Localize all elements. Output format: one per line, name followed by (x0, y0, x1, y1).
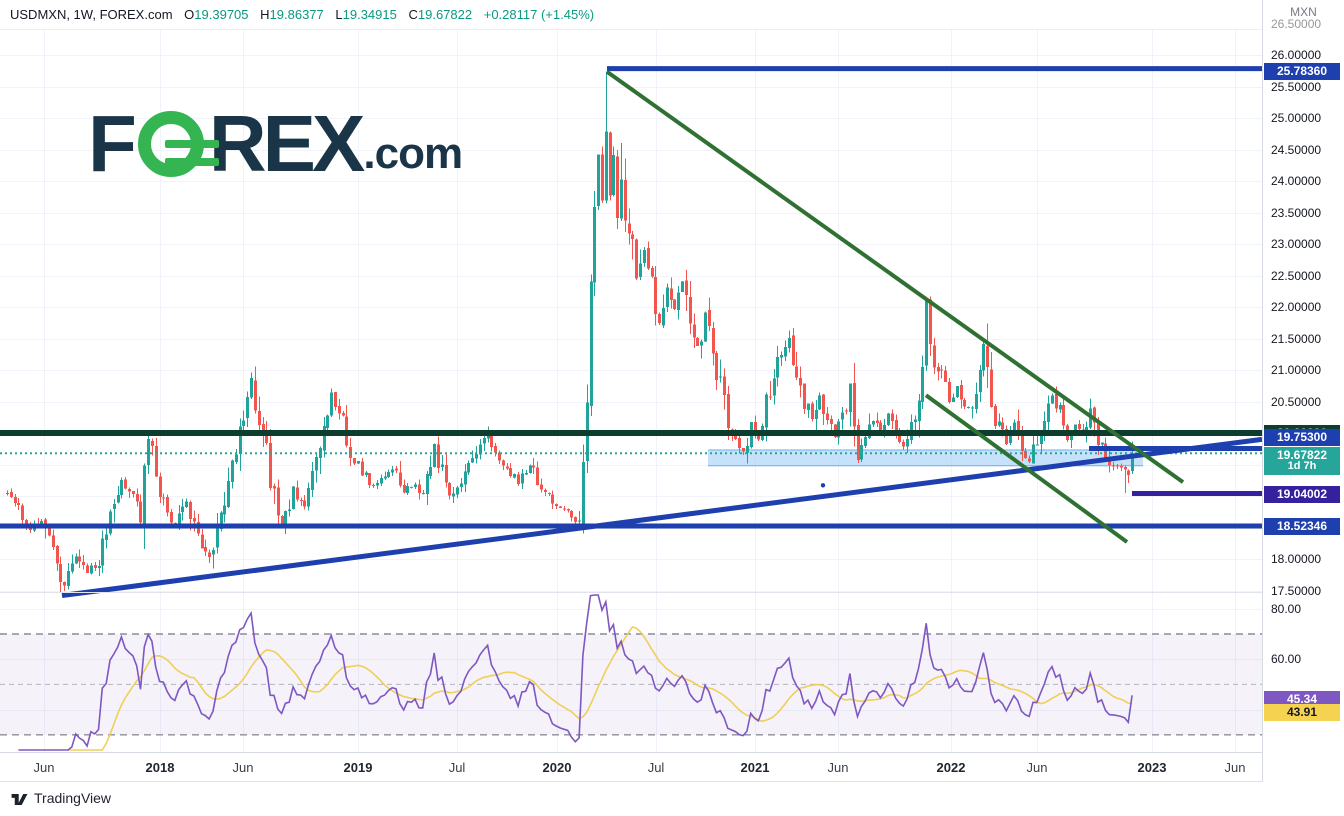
price-tick-label: 18.00000 (1271, 552, 1322, 566)
time-axis-label: 2023 (1137, 760, 1167, 775)
ohlc-close-value: 19.67822 (417, 7, 473, 22)
time-axis-label: Jun (33, 760, 55, 775)
time-axis-label: 2020 (542, 760, 572, 775)
time-axis-label: Jun (827, 760, 849, 775)
price-tick-label: 80.00 (1271, 601, 1302, 616)
price-tick-label: 21.50000 (1271, 331, 1322, 346)
price-level-label: 45.34 (1264, 690, 1340, 708)
tradingview-logo-icon[interactable] (10, 790, 29, 814)
forex-logo-rex: REX (208, 99, 365, 188)
rsi-ma-line (68, 625, 1133, 751)
price-tick-label: 26.50000 (1271, 16, 1322, 31)
time-axis-label: 2019 (343, 760, 373, 775)
time-axis[interactable]: Jun 2018 Jun 2019 Jul 2020 Jul 2021 Jun 2022 Jun 20… (0, 752, 1262, 782)
price-tick-label: 20.50000 (1271, 394, 1322, 409)
time-axis-label: Jun (1224, 760, 1246, 775)
tradingview-label[interactable]: TradingView (34, 790, 112, 806)
rsi-line (18, 594, 1133, 751)
ohlc-low-label: L (335, 7, 343, 22)
price-tick-label: 25.00000 (1271, 111, 1322, 125)
rsi-band-layer (0, 633, 1262, 736)
supply-zone-rectangle[interactable] (708, 449, 1143, 467)
time-axis-label: Jun (1026, 760, 1048, 775)
price-level-label: 18.52346 (1264, 517, 1340, 535)
price-tick-label: 23.50000 (1271, 205, 1322, 220)
price-tick-label: 24.50000 (1271, 142, 1322, 157)
forex-logo-bar (164, 158, 219, 166)
ohlc-close-label: C (408, 7, 418, 22)
price-level-label: 25.78360 (1264, 62, 1340, 80)
change-value: +0.28117 (+1.45%) (483, 7, 595, 22)
time-axis-label: 2022 (936, 760, 966, 775)
chart-canvas[interactable]: F REX .com (0, 0, 1262, 752)
ohlc-low-value: 19.34915 (342, 7, 397, 22)
time-axis-label: 2021 (740, 760, 770, 775)
rsi-layer (18, 594, 1133, 751)
price-tick-label: 22.00000 (1271, 300, 1322, 314)
price-axis[interactable]: MXN 26.50000 26.00000 25.50000 25.00000 24.5… (1262, 0, 1344, 782)
ohlc-high-label: H (260, 7, 270, 22)
time-axis-label: Jul (647, 760, 665, 775)
price-tick-label: 25.50000 (1271, 79, 1322, 94)
footer: TradingView (0, 782, 1344, 816)
time-axis-label: Jul (448, 760, 466, 775)
price-tick-label: 21.00000 (1271, 363, 1322, 377)
drawing-anchor-dot (820, 483, 826, 488)
symbol-title[interactable]: USDMXN, 1W, FOREX.com (10, 7, 173, 22)
price-level-label: 19.04002 (1264, 485, 1340, 503)
price-tick-label: 26.00000 (1271, 48, 1322, 62)
ohlc-high-value: 19.86377 (269, 7, 324, 22)
forex-logo-com: .com (363, 129, 463, 178)
price-tick-label: 23.00000 (1271, 237, 1322, 251)
chart-legend: USDMXN, 1W, FOREX.com O19.39705 H19.8637… (0, 0, 1262, 30)
price-level-label: 43.91 (1264, 703, 1340, 721)
time-axis-label: Jun (232, 760, 254, 775)
ohlc-open-label: O (184, 7, 195, 22)
forex-logo-f: F (88, 99, 137, 188)
price-level-label: 19.67822 1d 7h (1264, 447, 1340, 475)
price-tick-label: 22.50000 (1271, 268, 1322, 283)
price-tick-label: 24.00000 (1271, 174, 1322, 188)
forex-watermark: F REX .com (88, 99, 463, 188)
price-tick-label: 60.00 (1271, 652, 1302, 667)
ohlc-open-value: 19.39705 (194, 7, 249, 22)
axis-currency-label: MXN (1290, 5, 1317, 19)
price-level-label: 19.75300 (1264, 428, 1340, 446)
price-tick-label: 17.50000 (1271, 583, 1322, 598)
time-axis-label: 2018 (145, 760, 175, 775)
forex-logo-o-icon (137, 111, 219, 177)
forex-logo-bar (164, 140, 219, 148)
